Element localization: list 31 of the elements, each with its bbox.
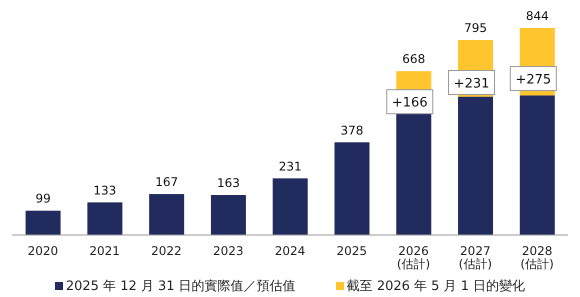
total-label: 795 [464,21,487,36]
data-label: +231 [454,76,490,92]
bar [458,96,494,235]
bar [26,210,61,235]
bar [149,194,184,235]
data-label: 99 [35,192,51,206]
bar [272,178,308,235]
bar [520,95,555,235]
x-tick-label: 2028 (估計) [520,244,554,271]
data-label: 378 [340,123,364,138]
bar [87,202,122,235]
total-label: 668 [402,52,426,66]
data-label: 231 [278,159,302,174]
x-tick-label: 2024 [274,244,306,258]
x-tick-label: 2026 (估計) [396,244,430,271]
x-tick-label: 2021 [89,244,120,258]
bar [334,142,370,235]
x-tick-label: 2020 [28,244,58,258]
data-label: 133 [93,183,116,198]
data-label: +275 [515,72,552,88]
x-tick-label: 2027 (估計) [458,244,492,271]
data-label: 163 [216,176,240,190]
data-label: +166 [392,96,428,111]
total-label: 844 [526,9,549,23]
x-tick-label: 2023 [212,244,244,258]
legend-label: 2025 年 12 月 31 日的實際值／預估值 [64,278,296,295]
data-label: 167 [155,175,178,190]
x-tick-label: 2025 [336,244,368,258]
legend-label: 截至 2026 年 5 月 1 日的變化 [346,278,526,295]
bar [210,195,246,235]
x-tick-label: 2022 [151,244,182,258]
